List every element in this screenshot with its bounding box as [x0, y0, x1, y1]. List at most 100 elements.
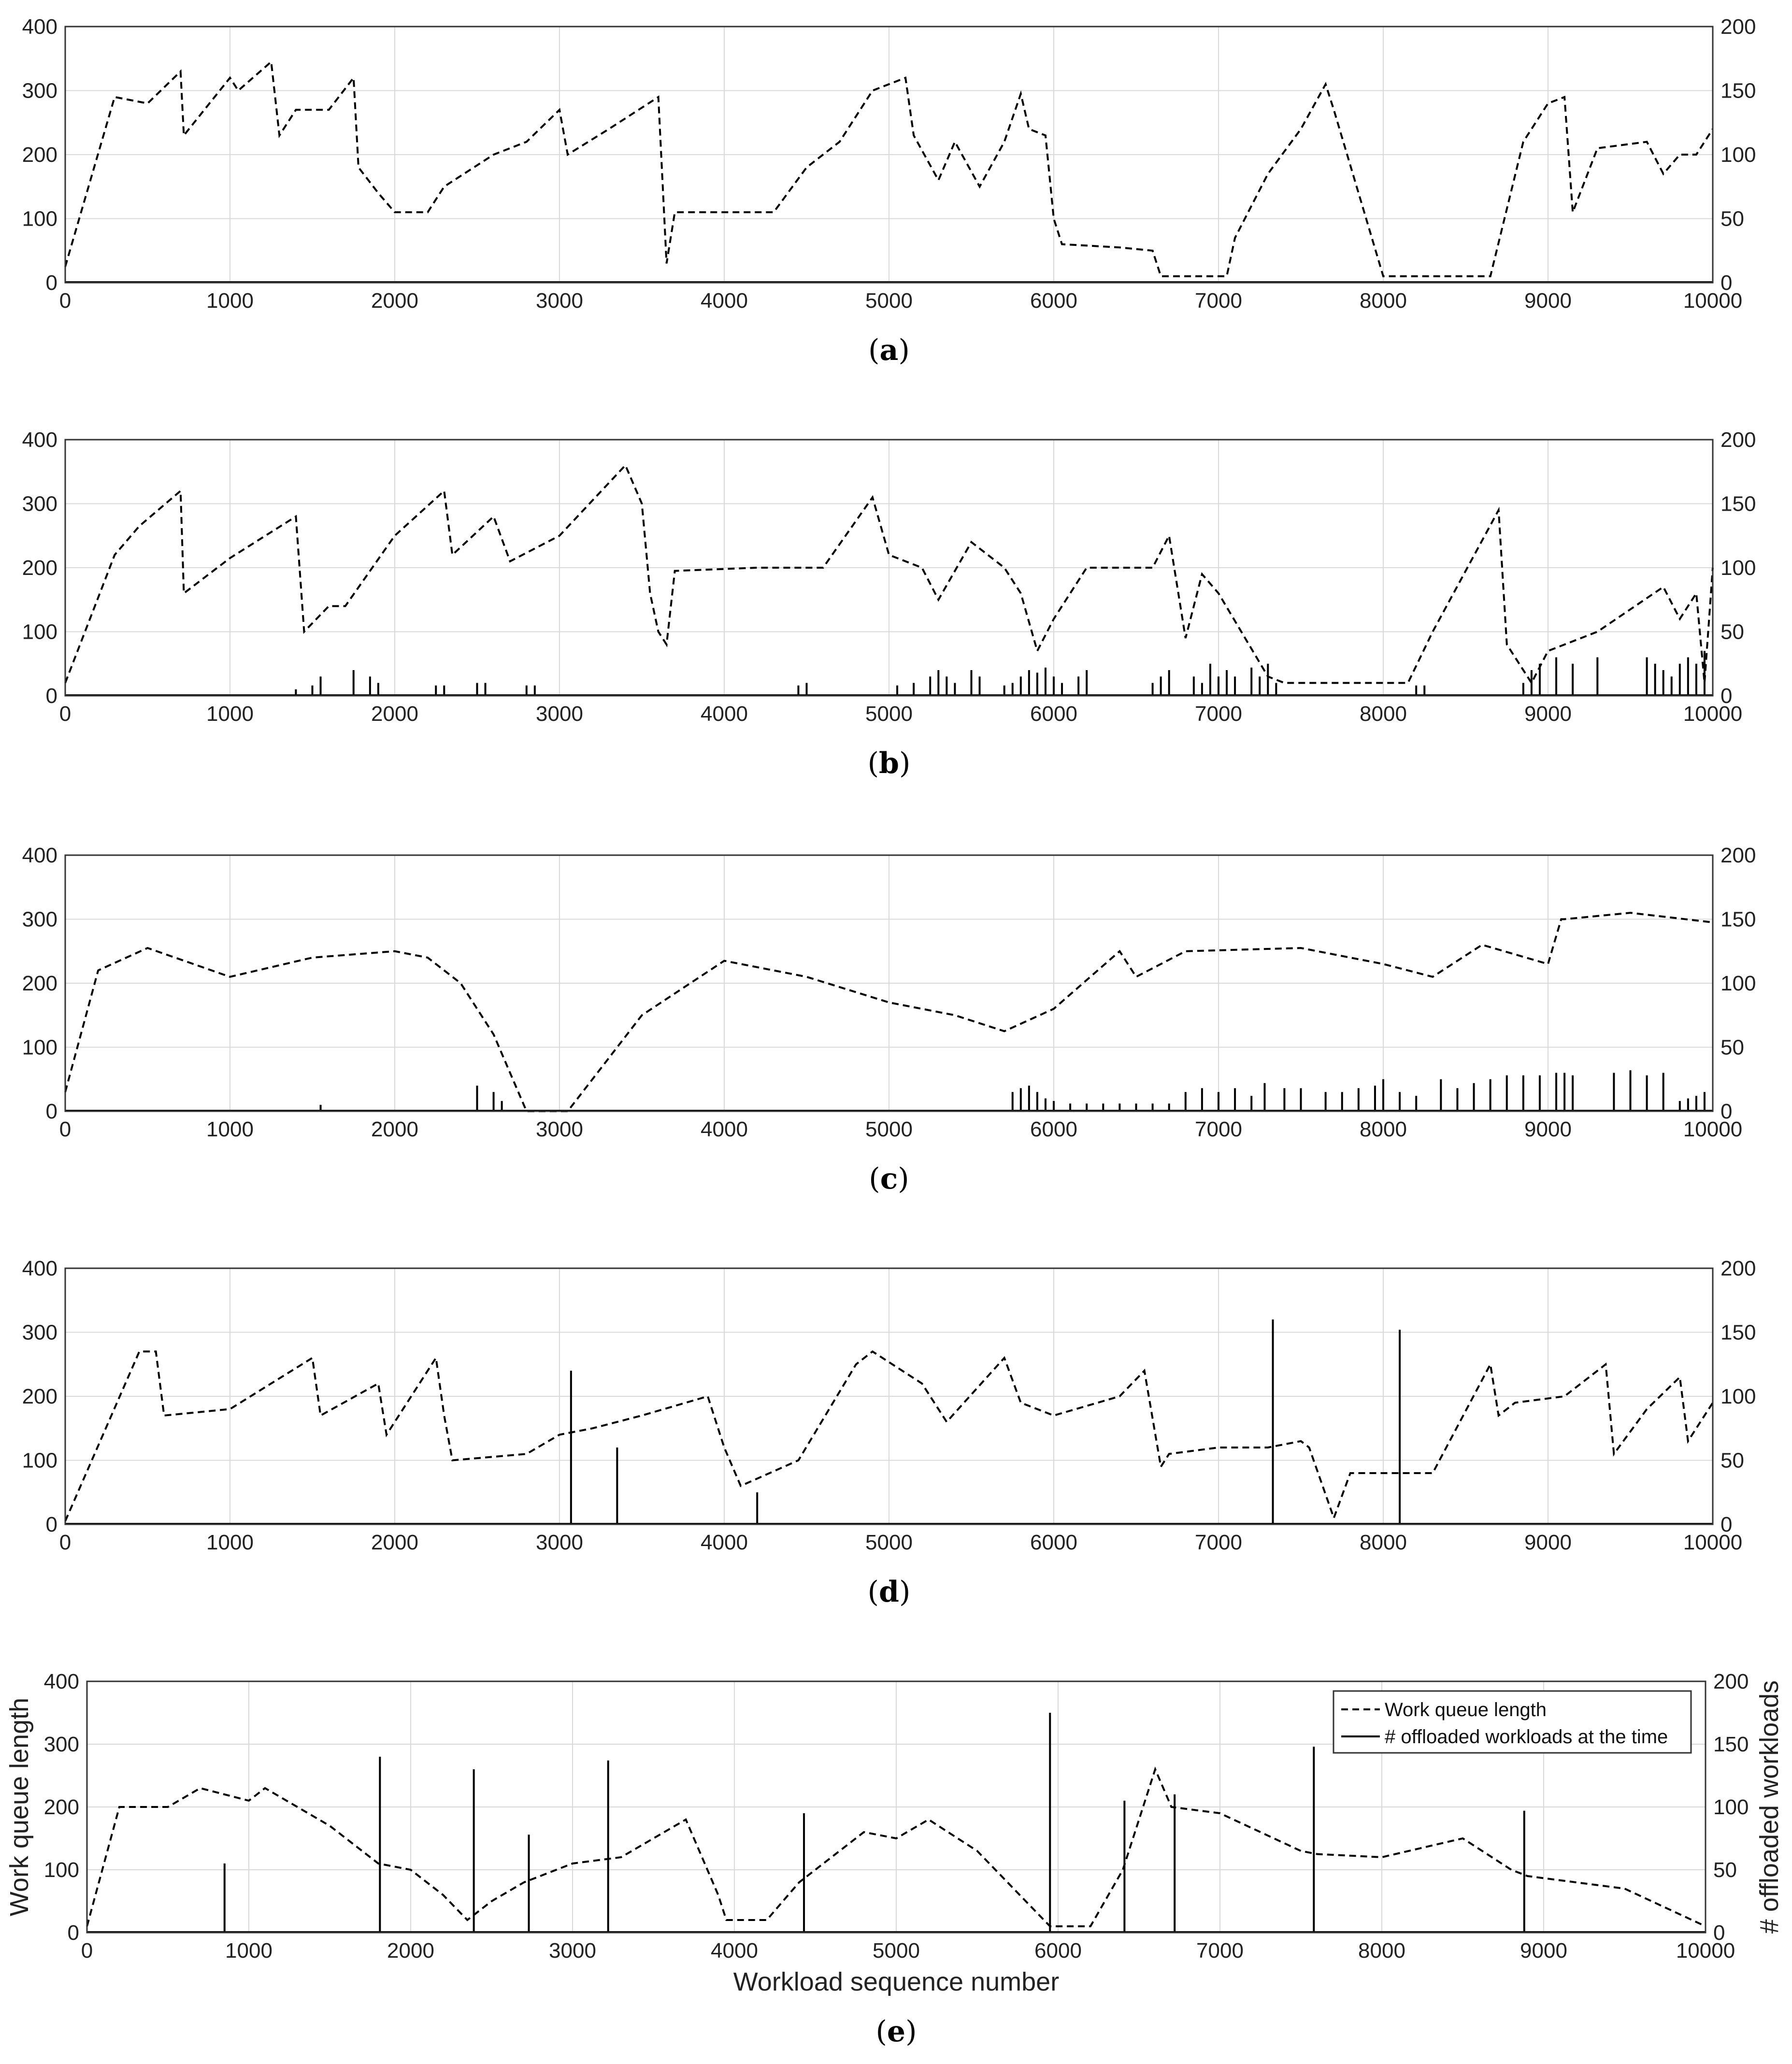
x-tick-label: 5000 [873, 1939, 920, 1963]
panel-caption: (c) [869, 1162, 909, 1196]
y-left-tick-label: 0 [46, 1100, 57, 1123]
y-left-tick-label: 100 [22, 207, 57, 231]
y-left-tick-label: 300 [44, 1733, 79, 1756]
panel-e: 0 1000 2000 3000 4000 5000 6000 7000 8000 9000 100… [5, 1670, 1784, 2049]
y-left-tick-label: 100 [22, 1449, 57, 1473]
y-right-tick-label: 0 [1720, 271, 1732, 295]
y-right-tick-label: 150 [1720, 1321, 1756, 1345]
legend-box [1333, 1690, 1692, 1754]
queue-length-line [64, 1350, 1714, 1522]
y-left-tick-label: 200 [22, 143, 57, 167]
x-tick-label: 5000 [865, 702, 913, 726]
x-tick-label: 6000 [1030, 1118, 1077, 1141]
x-tick-label: 2000 [371, 289, 418, 313]
x-tick-label: 7000 [1195, 702, 1242, 726]
y-right-tick-label: 0 [1720, 1513, 1732, 1536]
y-left-tick-label: 300 [22, 908, 57, 932]
x-tick-label: 0 [81, 1939, 93, 1963]
x-tick-label: 0 [59, 289, 71, 313]
x-tick-label: 2000 [371, 1118, 418, 1141]
x-tick-label: 8000 [1360, 702, 1407, 726]
x-tick-label: 9000 [1524, 289, 1572, 313]
x-tick-label: 1000 [206, 1531, 254, 1554]
panel-caption-letter: a [880, 333, 899, 367]
panel-caption-letter: b [879, 746, 899, 780]
x-tick-label: 2000 [371, 1531, 418, 1554]
x-tick-label: 0 [59, 1531, 71, 1554]
y-right-tick-label: 100 [1720, 143, 1756, 167]
y-left-tick-label: 200 [22, 1385, 57, 1408]
y-right-tick-label: 100 [1720, 1385, 1756, 1408]
x-tick-label: 5000 [865, 1118, 913, 1141]
legend-label-queue: Work queue length [1385, 1699, 1547, 1720]
x-tick-label: 6000 [1034, 1939, 1082, 1963]
y-right-tick-label: 150 [1713, 1733, 1749, 1756]
x-tick-label: 3000 [536, 289, 583, 313]
y-right-tick-label: 0 [1720, 1100, 1732, 1123]
panel-a: 0 1000 2000 3000 4000 5000 6000 7000 8000 9000 100… [22, 15, 1756, 367]
y-right-tick-label: 150 [1720, 79, 1756, 103]
x-tick-label: 10000 [1683, 702, 1742, 726]
plot-frame [86, 1680, 1706, 1934]
y-right-tick-label: 200 [1713, 1670, 1749, 1693]
x-tick-label: 10000 [1683, 289, 1742, 313]
y-right-tick-label: 200 [1720, 15, 1756, 39]
y-left-tick-label: 400 [22, 1257, 57, 1280]
queue-length-line [86, 1766, 1706, 1927]
y-left-tick-label: 400 [22, 844, 57, 867]
y-left-tick-label: 400 [22, 15, 57, 39]
x-tick-label: 4000 [701, 289, 748, 313]
panel-caption: (e) [875, 2015, 917, 2049]
y-left-tick-label: 100 [44, 1858, 79, 1882]
panel-caption-letter: c [880, 1162, 898, 1196]
y-right-tick-label: 50 [1720, 1449, 1744, 1473]
queue-length-line [64, 463, 1714, 685]
plot-frame [64, 854, 1714, 1112]
x-tick-label: 3000 [536, 702, 583, 726]
x-tick-label: 8000 [1360, 1531, 1407, 1554]
y-right-tick-label: 100 [1720, 556, 1756, 580]
x-tick-label: 3000 [549, 1939, 596, 1963]
panel-caption: (a) [868, 333, 910, 367]
x-tick-label: 8000 [1358, 1939, 1405, 1963]
x-tick-label: 3000 [536, 1531, 583, 1554]
x-tick-label: 9000 [1520, 1939, 1567, 1963]
x-tick-label: 5000 [865, 289, 913, 313]
y-left-tick-label: 200 [22, 972, 57, 995]
x-tick-label: 4000 [711, 1939, 758, 1963]
panel-c: 0 1000 2000 3000 4000 5000 6000 7000 8000 9000 100… [22, 844, 1756, 1196]
y-left-tick-label: 300 [22, 492, 57, 516]
x-tick-label: 4000 [701, 1118, 748, 1141]
x-tick-label: 7000 [1195, 289, 1242, 313]
x-tick-label: 8000 [1360, 289, 1407, 313]
x-tick-label: 2000 [371, 702, 418, 726]
plot-frame [64, 26, 1714, 284]
x-tick-label: 10000 [1683, 1118, 1742, 1141]
x-tick-label: 3000 [536, 1118, 583, 1141]
y-right-axis-title: # offloaded workloads [1755, 1680, 1784, 1934]
panel-caption-letter: e [887, 2015, 905, 2049]
y-left-tick-label: 0 [46, 684, 57, 708]
legend-label-offloaded: # offloaded workloads at the time [1385, 1726, 1668, 1748]
y-right-tick-label: 200 [1720, 844, 1756, 867]
y-right-tick-label: 50 [1720, 1036, 1744, 1060]
y-left-tick-label: 300 [22, 1321, 57, 1345]
plot-frame [64, 439, 1714, 697]
y-left-tick-label: 100 [22, 1036, 57, 1060]
y-right-tick-label: 100 [1713, 1795, 1749, 1819]
x-tick-label: 2000 [387, 1939, 434, 1963]
x-tick-label: 0 [59, 1118, 71, 1141]
x-tick-label: 1000 [206, 289, 254, 313]
panel-caption-letter: d [879, 1575, 899, 1609]
y-right-tick-label: 50 [1713, 1858, 1737, 1882]
x-tick-label: 0 [59, 702, 71, 726]
y-right-tick-label: 150 [1720, 492, 1756, 516]
y-left-tick-label: 300 [22, 79, 57, 103]
x-tick-label: 9000 [1524, 1531, 1572, 1554]
y-left-tick-label: 200 [22, 556, 57, 580]
x-tick-label: 1000 [225, 1939, 272, 1963]
x-tick-label: 1000 [206, 702, 254, 726]
x-tick-label: 6000 [1030, 1531, 1077, 1554]
x-axis-title: Workload sequence number [733, 1967, 1059, 1996]
